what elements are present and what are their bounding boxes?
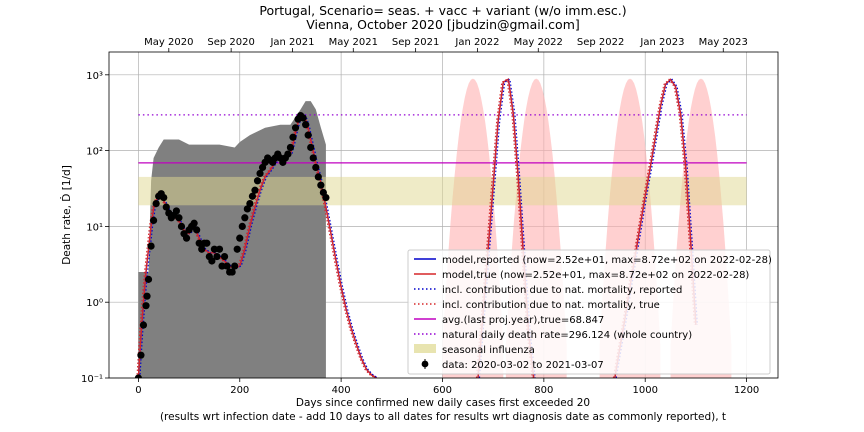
data-point: [233, 245, 241, 253]
data-point: [238, 222, 246, 231]
top-tick-label: May 2023: [699, 37, 748, 48]
data-point: [286, 143, 295, 152]
data-point: [215, 245, 224, 253]
data-point: [162, 203, 170, 211]
y-tick-label: 10¹: [86, 222, 103, 233]
x-axis-label: Days since confirmed new daily cases fir…: [296, 397, 590, 409]
x-tick-label: 1000: [632, 385, 657, 396]
top-tick-label: May 2022: [514, 37, 563, 48]
data-point: [253, 177, 262, 185]
data-point: [152, 199, 160, 208]
x-tick-label: 0: [135, 385, 141, 396]
legend-entry: seasonal influenza: [442, 345, 535, 356]
y-tick-label: 10⁰: [86, 298, 103, 309]
data-point: [160, 193, 168, 202]
data-point: [210, 245, 219, 253]
data-point: [172, 207, 181, 215]
data-point: [177, 222, 186, 231]
data-point: [312, 163, 320, 172]
chart-title: Portugal, Scenario= seas. + vacc + varia…: [259, 3, 626, 18]
data-point: [291, 124, 300, 132]
legend-swatch: [414, 344, 436, 353]
chart-subtitle: Vienna, October 2020 [jbudzin@gmail.com]: [306, 17, 580, 32]
x-tick-label: 1200: [734, 385, 759, 396]
y-tick-label: 10⁻¹: [81, 374, 103, 385]
data-point: [246, 199, 254, 208]
x-axis-sublabel: (results wrt infection date - add 10 day…: [160, 411, 726, 423]
data-point: [139, 321, 148, 329]
top-tick-label: Jan 2022: [454, 37, 499, 48]
legend-entry: natural daily death rate=296.124 (whole …: [442, 330, 692, 341]
data-point: [284, 150, 292, 158]
data-point: [307, 143, 315, 152]
data-point: [248, 192, 257, 200]
data-point: [143, 292, 151, 300]
x-tick-label: 800: [534, 385, 553, 396]
data-point: [304, 131, 312, 139]
x-tick-label: 200: [230, 385, 249, 396]
data-point: [302, 121, 310, 129]
top-tick-label: Sep 2020: [207, 37, 254, 48]
data-point: [289, 133, 297, 141]
top-tick-label: Jan 2023: [639, 37, 684, 48]
data-point: [322, 193, 330, 202]
legend-entry: model,true (now=2.52e+01, max=8.72e+02 o…: [442, 270, 749, 281]
data-point: [198, 245, 206, 253]
data-point: [231, 262, 239, 270]
x-tick-label: 600: [433, 385, 452, 396]
data-point: [134, 374, 142, 378]
uncertainty-band-grey: [138, 101, 326, 378]
data-point: [299, 114, 307, 122]
legend-entry: incl. contribution due to nat. mortality…: [442, 285, 682, 296]
data-point: [182, 234, 191, 242]
data-point: [213, 252, 221, 261]
data-point: [142, 302, 150, 310]
data-point: [256, 169, 264, 178]
data-point: [190, 219, 198, 227]
tick-labels: 0 200 400 600 800 1000 1200 10⁻¹ 10⁰ 10¹ 10² 10³ May…: [81, 37, 759, 396]
data-point: [223, 262, 231, 270]
y-tick-label: 10²: [86, 147, 103, 158]
y-axis-label: Death rate, Ḋ [1/d]: [60, 165, 73, 265]
seasonal-influenza-band: [138, 176, 747, 206]
legend: model,reported (now=2.52e+01, max=8.72e+…: [407, 249, 772, 375]
data-point: [203, 239, 211, 247]
legend-entry: avg.(last proj.year),true=68.847: [442, 315, 604, 326]
data-point: [251, 186, 259, 194]
data-point: [218, 262, 226, 270]
data-point: [241, 214, 249, 222]
x-tick-label: 400: [332, 385, 351, 396]
data-point: [236, 234, 244, 242]
data-point: [309, 154, 317, 162]
data-point: [193, 226, 201, 234]
data-point: [314, 173, 322, 181]
data-point: [144, 275, 153, 283]
top-tick-label: May 2021: [329, 37, 378, 48]
data-point: [195, 239, 203, 247]
data-point: [150, 216, 158, 225]
data-point: [317, 181, 325, 189]
data-point: [208, 257, 216, 265]
data-point: [228, 268, 236, 276]
legend-swatch: [421, 360, 429, 368]
data-point: [137, 351, 145, 359]
top-tick-label: May 2020: [144, 37, 193, 48]
plot-frame: [108, 51, 779, 379]
legend-entry: data: 2020-03-02 to 2021-03-07: [442, 360, 604, 371]
data-point: [243, 205, 251, 213]
top-tick-label: Jan 2021: [269, 37, 314, 48]
top-tick-label: Sep 2021: [392, 37, 439, 48]
data-point: [175, 214, 183, 222]
legend-entry: model,reported (now=2.52e+01, max=8.72e+…: [442, 255, 772, 266]
legend-entry: incl. contribution due to nat. mortality…: [442, 300, 660, 311]
data-point: [147, 242, 155, 250]
data-point: [220, 252, 229, 261]
y-tick-label: 10³: [86, 71, 103, 82]
legend-box: [407, 249, 771, 375]
top-tick-label: Sep 2022: [577, 37, 624, 48]
